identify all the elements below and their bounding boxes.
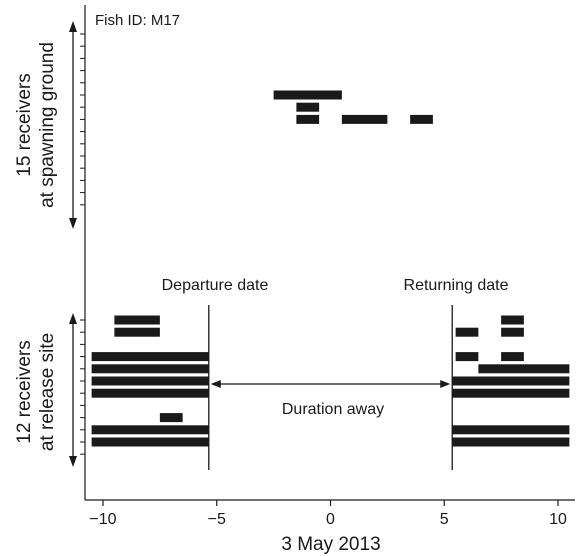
x-axis-label: 3 May 2013: [281, 534, 380, 555]
spawning-group-label: 15 receivers at spawning ground: [14, 42, 58, 208]
x-ticks: −10 −5 0 5 10: [89, 500, 567, 528]
detection-bar: [501, 315, 524, 325]
x-tick-label: −10: [89, 511, 116, 528]
detection-bar: [114, 315, 160, 325]
detection-bar: [91, 425, 209, 435]
spawning-range-arrow: [69, 21, 77, 229]
departure-label: Departure date: [162, 277, 269, 294]
detection-bar: [296, 114, 320, 124]
detection-bar: [341, 114, 388, 124]
detection-bar: [91, 437, 209, 447]
detection-bar: [91, 376, 209, 386]
detection-bar: [501, 327, 524, 337]
duration-arrow-head-right: [440, 380, 451, 388]
detection-bar: [478, 364, 570, 374]
detection-bar: [452, 388, 570, 398]
x-tick-label: 0: [326, 511, 335, 528]
detection-bar: [501, 352, 524, 362]
detection-bar: [91, 352, 209, 362]
duration-label: Duration away: [282, 401, 384, 418]
receiver-ticks: [80, 33, 85, 455]
detection-bar: [296, 102, 320, 112]
detection-bar: [452, 425, 570, 435]
release-group-label: 12 receivers at release site: [14, 333, 58, 451]
spawning-group-label-line1: 15 receivers: [14, 73, 35, 177]
detection-bar: [159, 413, 183, 423]
detection-bar: [273, 90, 342, 100]
x-tick-label: 5: [440, 511, 449, 528]
duration-arrow-head-left: [210, 380, 221, 388]
detection-bar: [410, 114, 433, 124]
release-group-label-line1: 12 receivers: [14, 340, 35, 444]
x-tick-label: 10: [549, 511, 567, 528]
detection-bar: [455, 327, 479, 337]
detection-bar: [452, 376, 570, 386]
detection-bar: [91, 388, 209, 398]
duration-arrow: [210, 380, 451, 388]
detection-bar: [455, 352, 479, 362]
detection-bar: [114, 327, 160, 337]
x-tick-label: −5: [208, 511, 226, 528]
detection-bar: [91, 364, 209, 374]
spawning-group-label-line2: at spawning ground: [37, 42, 58, 208]
detection-bars: [91, 90, 570, 447]
detection-bar: [452, 437, 570, 447]
release-range-arrow: [69, 313, 77, 467]
returning-label: Returning date: [404, 277, 509, 294]
fish-id-label: Fish ID: M17: [95, 12, 180, 29]
release-group-label-line2: at release site: [37, 333, 58, 451]
